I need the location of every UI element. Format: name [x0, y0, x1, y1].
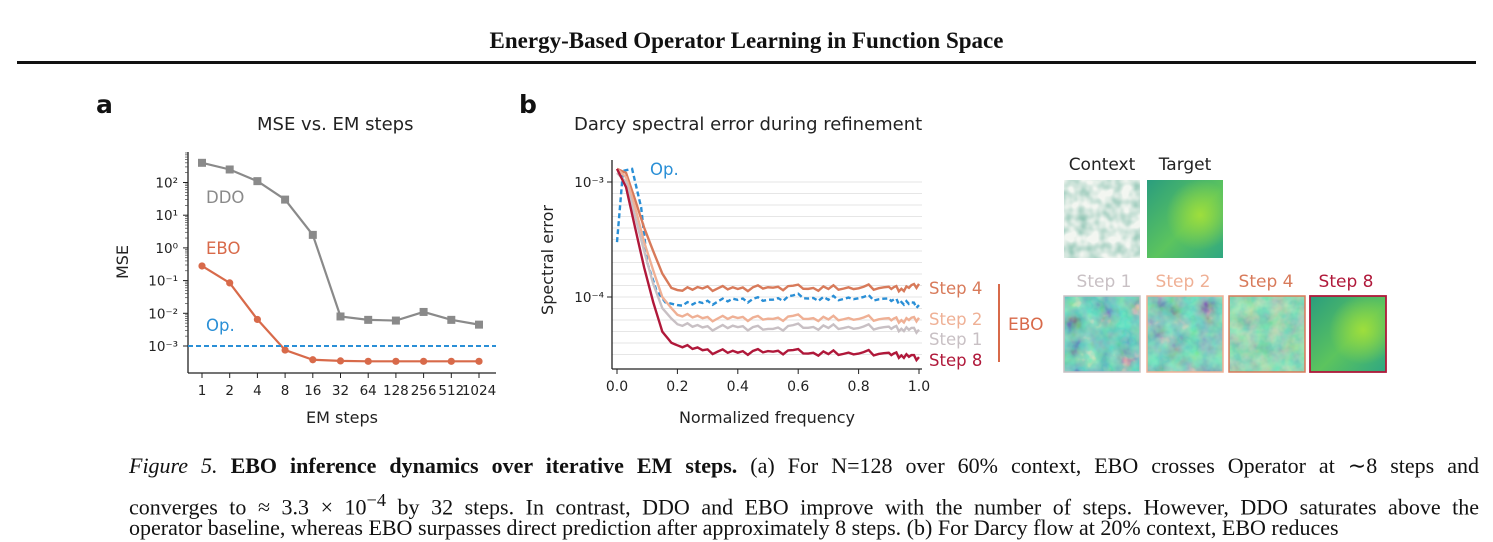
series-point-ddo [253, 177, 262, 186]
series-point-ebo [226, 279, 234, 287]
chart-b-y-tick-label: 10⁻³ [574, 175, 604, 191]
chart-a-y-tick-label: 10⁻¹ [148, 274, 178, 290]
step-4-image [1228, 295, 1306, 373]
chart-b-x-tick-label: 0.4 [727, 379, 749, 395]
step-2-label: Step 2 [1156, 272, 1211, 292]
chart-a-x-label: EM steps [306, 408, 378, 427]
target-image [1147, 180, 1223, 258]
chart-a-y-tick-label: 10¹ [155, 208, 178, 224]
chart-a-y-tick-label: 10⁻³ [148, 339, 178, 355]
chart-b-y-label: Spectral error [538, 205, 557, 315]
chart-a-x-tick-label: 2 [225, 383, 234, 399]
chart-b-series-label: Step 1 [929, 330, 982, 349]
series-line-step-1 [616, 172, 920, 335]
series-label-op: Op. [206, 316, 235, 335]
chart-a-x-tick-label: 32 [332, 383, 349, 399]
caption-line-2-a: converges to ≈ 3.3 × 10 [129, 494, 367, 520]
target-label: Target [1158, 155, 1212, 175]
step-1-image [1063, 295, 1141, 373]
chart-b-x-tick-label: 0.2 [666, 379, 688, 395]
series-point-ddo [364, 315, 373, 324]
chart-b-x-tick-label: 0.8 [847, 379, 869, 395]
chart-a-y-tick-label: 10² [155, 176, 178, 192]
step-4-label: Step 4 [1239, 272, 1294, 292]
panel-b-title: Darcy spectral error during refinement [574, 114, 923, 135]
series-point-ddo [475, 320, 483, 329]
series-point-ddo [419, 307, 428, 316]
series-point-ebo [447, 357, 455, 365]
series-point-ebo [336, 357, 345, 365]
figure-caption-line-1: Figure 5. EBO inference dynamics over it… [129, 452, 1479, 480]
series-point-ddo [308, 230, 317, 239]
header-rule [17, 61, 1476, 64]
chart-a-x-tick-label: 1024 [462, 383, 496, 399]
series-point-ebo [198, 262, 206, 270]
chart-a-x-tick-label: 64 [360, 383, 377, 399]
ebo-bracket-label: EBO [1008, 315, 1044, 335]
series-point-ddo [336, 312, 345, 321]
chart-b-series-label: Op. [650, 160, 679, 179]
chart-b-series-label: Step 4 [929, 279, 982, 298]
chart-a-x-tick-label: 8 [281, 383, 290, 399]
chart-a-y-label: MSE [113, 245, 132, 279]
panel-a-title: MSE vs. EM steps [257, 114, 414, 135]
chart-a-y-tick-label: 10⁻² [148, 306, 178, 322]
series-point-ebo [392, 357, 400, 365]
caption-line-1-rest: (a) For N=128 over 60% context, EBO cros… [750, 453, 1479, 478]
step-8-image [1309, 295, 1387, 373]
series-point-ebo [364, 357, 372, 365]
chart-a-x-tick-label: 1 [198, 383, 207, 399]
panel-b-letter: b [519, 90, 537, 119]
caption-line-2-b: by 32 steps. In contrast, DDO and EBO im… [397, 494, 1479, 520]
caption-line-2-sup: −4 [366, 490, 387, 510]
chart-b-x-tick-label: 0.0 [606, 379, 628, 395]
series-line-step-4 [616, 167, 921, 294]
series-line-step-2 [616, 168, 920, 325]
series-point-ebo [309, 356, 317, 364]
series-point-ebo [420, 357, 428, 365]
chart-b-series-label: Step 2 [929, 310, 982, 329]
chart-a-x-tick-label: 512 [438, 383, 464, 399]
series-point-ebo [475, 357, 483, 365]
chart-b-x-label: Normalized frequency [679, 408, 855, 427]
chart-b-x-tick-label: 1.0 [908, 379, 930, 395]
step-1-label: Step 1 [1077, 272, 1132, 292]
series-line-step-8 [615, 168, 920, 363]
series-point-ddo [281, 195, 290, 204]
chart-a-x-tick-label: 16 [304, 383, 321, 399]
chart-a-x-tick-label: 4 [253, 383, 262, 399]
series-point-ddo [391, 316, 400, 325]
step-2-image [1146, 295, 1224, 373]
series-point-ddo [198, 158, 206, 167]
figure-caption-line-2: converges to ≈ 3.3 × 10−4 by 32 steps. I… [129, 486, 1479, 521]
series-point-ebo [253, 315, 261, 324]
chart-b-y-tick-label: 10⁻⁴ [574, 290, 604, 306]
chart-a-x-tick-label: 128 [383, 383, 409, 399]
chart-b: 0.0 0.2 0.4 0.6 0.8 1.0 10⁻³ 10⁻⁴ Normalized fre… [538, 160, 982, 427]
series-point-ddo [447, 315, 456, 324]
figure-caption-line-3: operator baseline, whereas EBO surpasses… [129, 515, 1339, 540]
context-image [1064, 180, 1140, 258]
chart-a-y-tick-label: 10⁰ [155, 241, 178, 257]
caption-figure-number: Figure 5. [129, 453, 218, 478]
series-point-ddo [225, 165, 234, 174]
caption-bold-title: EBO inference dynamics over iterative EM… [230, 453, 738, 478]
series-label-ebo: EBO [206, 239, 240, 258]
page-header-title: Energy-Based Operator Learning in Functi… [489, 28, 1004, 53]
panel-a-letter: a [96, 90, 113, 119]
series-point-ebo [281, 346, 289, 354]
chart-b-series-label: Step 8 [929, 351, 982, 370]
context-label: Context [1069, 155, 1136, 175]
step-8-label: Step 8 [1319, 272, 1374, 292]
chart-b-x-tick-label: 0.6 [787, 379, 809, 395]
series-label-ddo: DDO [206, 188, 244, 207]
chart-a-x-tick-label: 256 [411, 383, 437, 399]
